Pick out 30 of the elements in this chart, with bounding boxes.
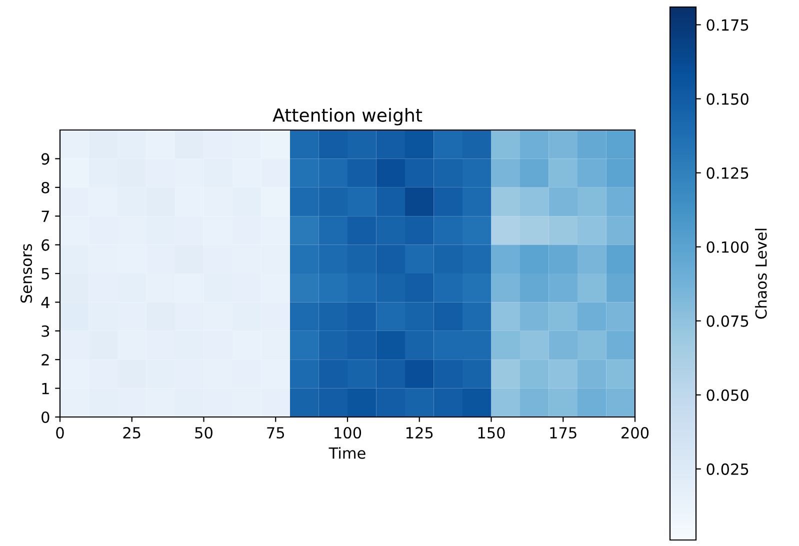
color-bar-label: 0.125 (706, 167, 748, 179)
x-tick-label: 125 (406, 426, 433, 439)
x-tick-label: 25 (123, 426, 140, 439)
y-tick-label: 6 (42, 239, 50, 251)
x-tick-label: 50 (195, 426, 212, 439)
y-tick-label: 7 (42, 210, 49, 222)
y-tick-label: 8 (42, 182, 50, 194)
color-bar-label: 0.025 (706, 463, 748, 475)
x-tick-label: 0 (56, 426, 64, 439)
color-bar-label: 0.075 (706, 315, 748, 327)
color-bar-label: 0.050 (706, 389, 748, 401)
chart-title: Attention weight (272, 108, 422, 126)
x-tick-label: 100 (334, 426, 362, 439)
y-tick-label: 9 (42, 153, 50, 165)
y-tick-label: 4 (41, 296, 50, 308)
color-bar-title: Chaos Level (755, 228, 767, 319)
x-tick-label: 175 (550, 427, 576, 439)
y-tick-label: 3 (42, 325, 50, 337)
color-bar-label: 0.175 (706, 19, 748, 31)
x-tick-label: 75 (267, 427, 284, 439)
color-bar-label: 0.100 (706, 241, 748, 253)
y-tick-label: 2 (42, 354, 49, 366)
x-tick-label: 150 (478, 426, 505, 439)
y-tick-label: 5 (42, 268, 49, 280)
x-tick-label: 200 (622, 426, 649, 439)
color-bar-label: 0.150 (706, 93, 748, 105)
x-axis-title: Time (328, 447, 366, 459)
y-axis-title: Sensors (20, 244, 32, 303)
y-tick-label: 1 (42, 382, 49, 394)
y-tick-label: 0 (42, 411, 50, 424)
